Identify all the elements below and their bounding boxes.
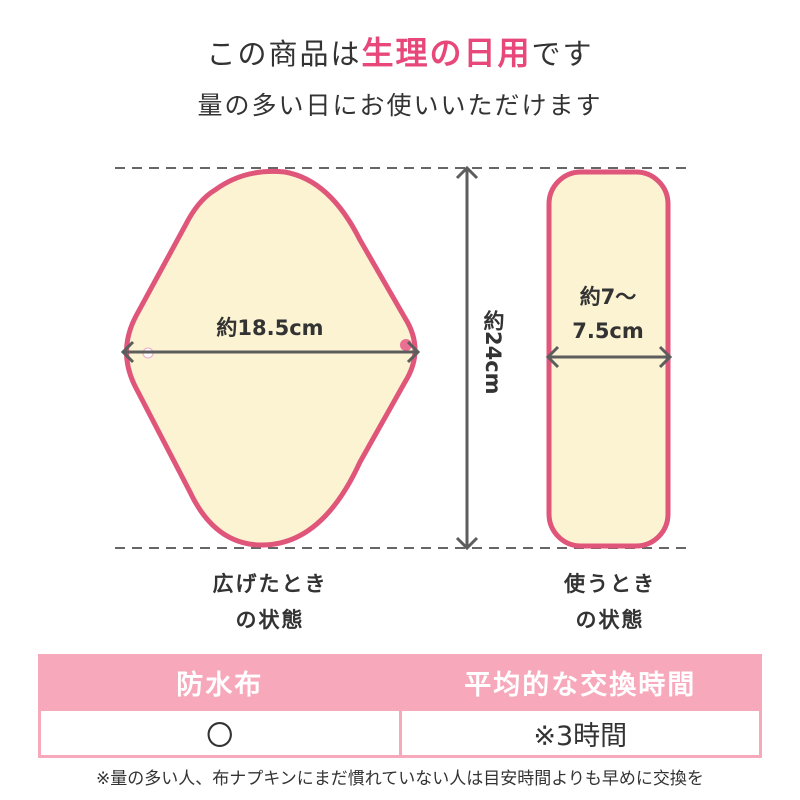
spec-table: 防水布 平均的な交換時間 〇 ※3時間 — [38, 654, 762, 758]
folded-caption-line1: 使うとき — [564, 572, 656, 596]
arrows — [120, 165, 673, 551]
footnote: ※量の多い人、布ナプキンにまだ慣れていない人は目安時間よりも早めに交換を — [96, 769, 704, 789]
folded-width-label: 約7～ 7.5cm — [548, 280, 668, 348]
heading-suffix: です — [531, 37, 594, 71]
table-row: 〇 ※3時間 — [38, 708, 762, 758]
heading: この商品は生理の日用です — [0, 28, 800, 74]
header-waterproof: 防水布 — [38, 654, 402, 711]
cell-change-time: ※3時間 — [398, 708, 762, 758]
open-pad — [124, 168, 418, 548]
folded-pad — [546, 169, 671, 549]
folded-caption: 使うとき の状態 — [510, 566, 710, 638]
header-change-time: 平均的な交換時間 — [398, 654, 762, 711]
open-caption-line1: 広げたとき — [212, 572, 328, 596]
folded-caption-line2: の状態 — [575, 608, 645, 632]
folded-width-line1: 約7～ — [579, 285, 637, 309]
open-width-label: 約18.5cm — [216, 316, 324, 340]
cell-waterproof: 〇 — [38, 708, 402, 758]
heading-accent: 生理の日用 — [361, 34, 532, 72]
open-caption: 広げたとき の状態 — [170, 566, 370, 638]
height-label: 約24cm — [481, 310, 505, 395]
subheading: 量の多い日にお使いいただけます — [197, 91, 603, 120]
open-caption-line2: の状態 — [235, 608, 305, 632]
folded-width-line2: 7.5cm — [572, 319, 644, 343]
heading-prefix: この商品は — [206, 37, 362, 71]
